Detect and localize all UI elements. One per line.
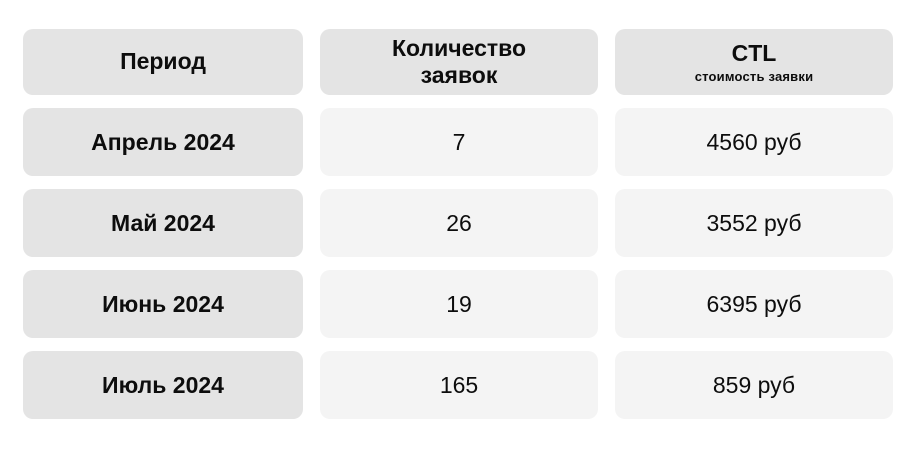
applications-cell: 165 — [320, 351, 598, 419]
applications-cell: 7 — [320, 108, 598, 176]
cost-value: 4560 руб — [706, 128, 802, 155]
column-header-ctl: CTL стоимость заявки — [615, 29, 893, 95]
column-header-applications: Количество заявок — [320, 29, 598, 95]
column-title-period: Период — [120, 48, 206, 75]
cost-value: 859 руб — [712, 371, 796, 398]
cost-cell: 4560 руб — [615, 108, 893, 176]
period-cell: Июль 2024 — [23, 351, 303, 419]
period-label: Апрель 2024 — [91, 128, 235, 155]
applications-value: 19 — [446, 290, 472, 317]
cost-cell: 3552 руб — [615, 189, 893, 257]
cost-cell: 859 руб — [615, 351, 893, 419]
column-title-applications: Количество заявок — [391, 34, 527, 88]
column-subtitle-ctl: стоимость заявки — [694, 69, 814, 85]
period-label: Июль 2024 — [102, 371, 224, 398]
period-label: Июнь 2024 — [102, 290, 224, 317]
applications-cell: 26 — [320, 189, 598, 257]
period-cell: Апрель 2024 — [23, 108, 303, 176]
applications-value: 165 — [439, 371, 479, 398]
applications-value: 26 — [446, 209, 472, 236]
column-title-ctl: CTL — [731, 39, 777, 66]
column-header-period: Период — [23, 29, 303, 95]
period-cell: Май 2024 — [23, 189, 303, 257]
applications-cell: 19 — [320, 270, 598, 338]
period-cell: Июнь 2024 — [23, 270, 303, 338]
period-label: Май 2024 — [111, 209, 215, 236]
cost-value: 3552 руб — [706, 209, 802, 236]
data-table: Период Количество заявок CTL стоимость з… — [23, 29, 893, 419]
cost-cell: 6395 руб — [615, 270, 893, 338]
applications-value: 7 — [452, 128, 466, 155]
cost-value: 6395 руб — [706, 290, 802, 317]
